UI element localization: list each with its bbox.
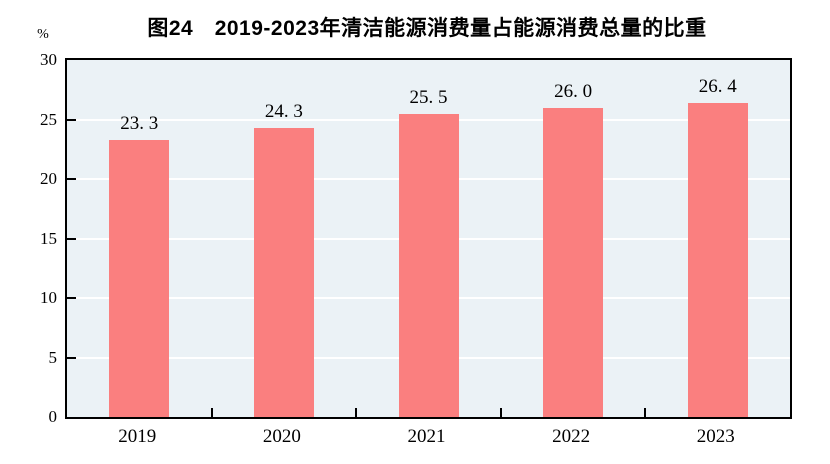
bar [398, 113, 459, 417]
y-axis-tick [67, 356, 76, 359]
bar-value-label: 23. 3 [120, 112, 159, 134]
x-axis-category-label: 2020 [262, 426, 301, 447]
bar-value-label: 24. 3 [264, 100, 303, 122]
bar-value-label: 26. 4 [698, 75, 737, 97]
bar [253, 127, 314, 417]
x-axis-category-label: 2019 [118, 426, 157, 447]
y-axis-tick [67, 237, 76, 240]
bar-value-label: 26. 0 [554, 80, 593, 102]
y-axis-tick [67, 297, 76, 299]
y-axis-tick-label: 15 [40, 228, 57, 248]
chart-title: 图24 2019-2023年清洁能源消费量占能源消费总量的比重 [147, 17, 707, 40]
y-axis-tick-label: 30 [40, 50, 57, 69]
plot-area: 23. 3 24. 3 25. 5 26. 0 26. 4 [65, 58, 792, 419]
x-axis-tick [499, 408, 502, 417]
bar-value-label: 25. 5 [409, 86, 448, 108]
bar [543, 107, 604, 417]
y-axis-tick-label: 20 [40, 169, 57, 188]
x-axis-tick [210, 408, 213, 417]
x-axis-tick [355, 408, 358, 417]
x-axis-category-label: 2021 [407, 426, 446, 447]
x-axis-category-label: 2022 [552, 426, 591, 447]
x-axis-tick [644, 408, 647, 417]
y-axis-tick-label: 10 [40, 288, 57, 307]
y-axis-tick-label: 0 [48, 407, 58, 426]
y-axis-tick-label: 25 [40, 109, 57, 129]
x-axis-category-label: 2023 [696, 426, 735, 447]
y-axis-tick [67, 178, 76, 180]
bar [109, 139, 170, 417]
y-axis-tick-label: 5 [48, 347, 58, 367]
bar [687, 102, 748, 417]
y-axis-unit-label: % [37, 27, 49, 42]
y-axis-tick [67, 118, 76, 121]
